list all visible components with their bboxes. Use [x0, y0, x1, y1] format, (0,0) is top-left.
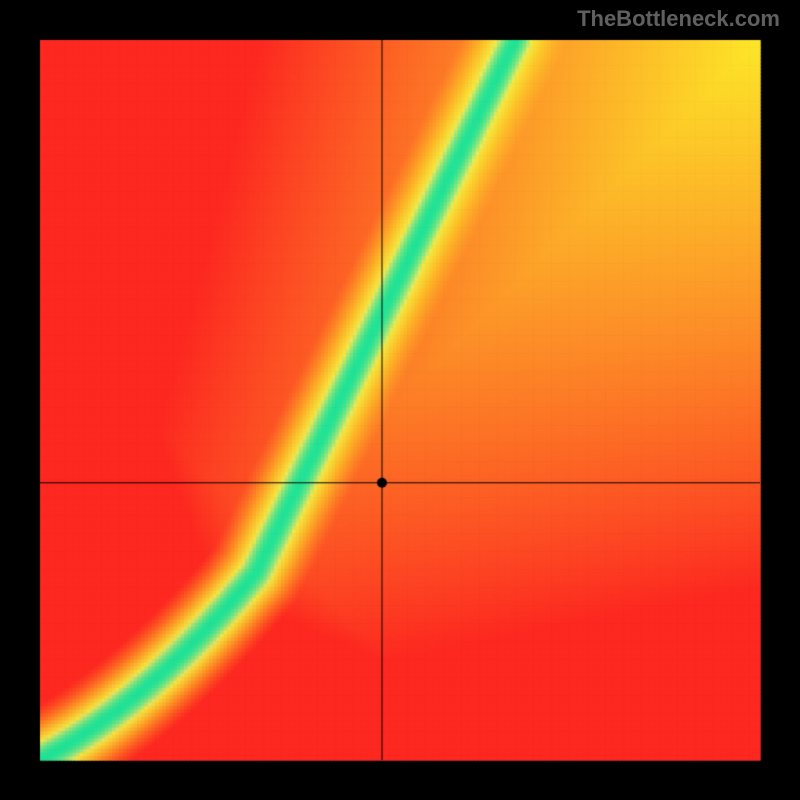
bottleneck-heatmap: [0, 0, 800, 800]
watermark-text: TheBottleneck.com: [577, 6, 780, 32]
